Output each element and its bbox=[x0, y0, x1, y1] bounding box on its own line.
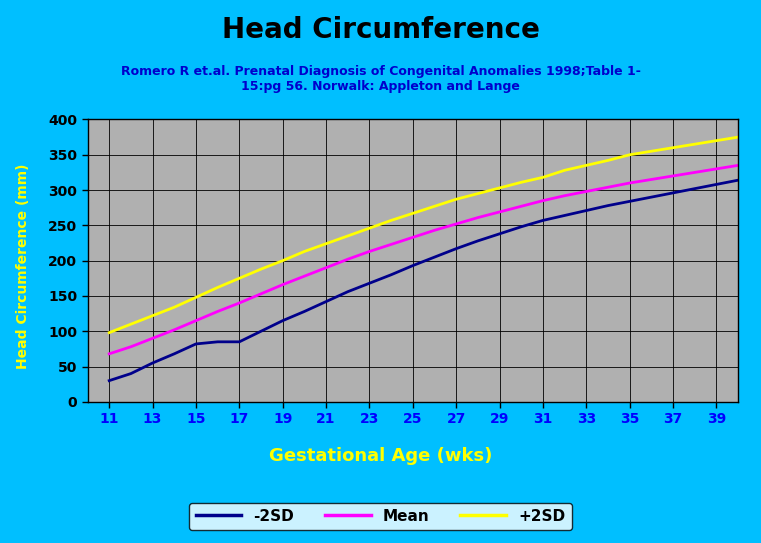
Text: Head Circumference (mm): Head Circumference (mm) bbox=[16, 163, 30, 369]
Text: Head Circumference: Head Circumference bbox=[221, 16, 540, 45]
Text: Romero R et.al. Prenatal Diagnosis of Congenital Anomalies 1998;Table 1-
15:pg 5: Romero R et.al. Prenatal Diagnosis of Co… bbox=[120, 65, 641, 93]
Legend: -2SD, Mean, +2SD: -2SD, Mean, +2SD bbox=[189, 503, 572, 530]
Text: Gestational Age (wks): Gestational Age (wks) bbox=[269, 447, 492, 465]
